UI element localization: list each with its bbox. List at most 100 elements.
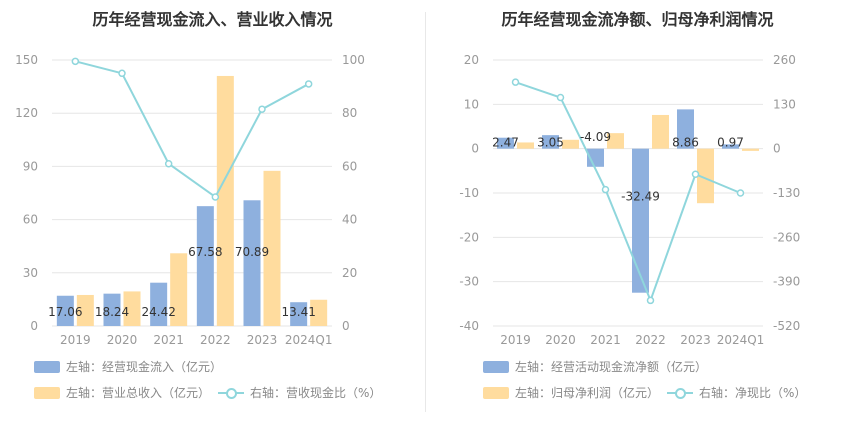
y-right-tick: -130 — [773, 186, 800, 200]
line-segment — [649, 173, 697, 301]
legend-label: 左轴：营业总收入（亿元） — [66, 386, 211, 400]
bar-series1 — [56, 295, 74, 326]
y-left-tick: 0 — [30, 319, 38, 333]
y-right-tick: -390 — [773, 275, 800, 289]
bar-series1 — [103, 293, 121, 326]
line-segment — [559, 97, 607, 191]
line-point — [118, 69, 126, 78]
chart-svg: 0 30 60 90 120 150 0 20 40 60 80 100 2019 2020 2021 202… — [15, 53, 365, 347]
line-point — [601, 185, 610, 194]
y-right-tick: 0 — [773, 142, 781, 156]
legend-label: 左轴：经营活动现金流净额（亿元） — [515, 360, 708, 374]
chart-panel-left: 历年经营现金流入、营业收入情况 0 30 60 90 120 150 0 20 40 60 80 10… — [15, 10, 381, 401]
line-segment — [515, 81, 561, 99]
y-left-tick: 60 — [23, 213, 38, 227]
y-right-tick: -260 — [773, 230, 800, 244]
bar-series1 — [632, 148, 649, 293]
y-left-tick: 20 — [464, 53, 479, 67]
legend-label: 左轴：归母净利润（亿元） — [515, 386, 660, 400]
y-right-tick: 260 — [773, 53, 796, 67]
data-label: -32.49 — [621, 190, 660, 204]
y-left-tick: -20 — [459, 230, 479, 244]
y-left-tick: 0 — [471, 142, 479, 156]
legend-swatch-line — [218, 387, 244, 399]
y-left-tick: -30 — [459, 275, 479, 289]
bar-series1 — [677, 109, 694, 149]
y-right-tick: 40 — [342, 213, 357, 227]
line-segment — [214, 108, 263, 198]
line-segment — [121, 72, 170, 165]
chart-title: 历年经营现金流净额、归母净利润情况 — [501, 10, 774, 29]
line-point — [736, 189, 745, 197]
data-label: 24.42 — [141, 305, 175, 319]
y-left-tick: 90 — [23, 159, 38, 173]
x-tick: 2019 — [500, 333, 531, 347]
legend-swatch-bar2 — [34, 386, 60, 399]
legend-swatch-bar1 — [34, 360, 60, 373]
y-left-tick: 10 — [464, 97, 479, 111]
bar-series2 — [123, 291, 141, 326]
legend-swatch-bar1 — [483, 360, 509, 373]
y-right-tick: 60 — [342, 159, 357, 173]
data-label: 0.97 — [717, 136, 744, 150]
bar-series2 — [742, 148, 759, 151]
line-point — [556, 93, 565, 102]
line-point — [304, 80, 313, 88]
line-segment — [604, 189, 652, 301]
bar-series2 — [652, 114, 669, 149]
y-left-tick: 30 — [23, 266, 38, 280]
bar-series2 — [263, 170, 281, 326]
legend-item-bar1[interactable]: 左轴：经营活动现金流净额（亿元） — [483, 358, 707, 375]
x-tick: 2021 — [590, 333, 621, 347]
panel-divider — [425, 12, 426, 412]
line-segment — [261, 83, 310, 111]
y-right-tick: 130 — [773, 97, 796, 111]
chart-panel-right: 历年经营现金流净额、归母净利润情况 -40 -30 -20 -10 0 10 20 -520 -… — [425, 0, 850, 437]
y-left-tick: 150 — [15, 53, 38, 67]
x-tick: 2023 — [247, 333, 278, 347]
line-segment — [75, 60, 123, 75]
bar-series2 — [607, 133, 624, 149]
data-label: 8.86 — [672, 136, 699, 150]
legend-item-bar2[interactable]: 左轴：营业总收入（亿元） — [34, 384, 210, 401]
bar-series1 — [243, 200, 261, 326]
x-tick: 2020 — [545, 333, 576, 347]
y-right-tick: -520 — [773, 319, 800, 333]
x-tick: 2023 — [680, 333, 711, 347]
x-tick: 2020 — [107, 333, 138, 347]
data-label: 17.06 — [48, 305, 82, 319]
bar-series1 — [497, 137, 514, 149]
line-point — [258, 105, 266, 113]
line-point — [164, 159, 173, 168]
x-tick: 2019 — [60, 333, 91, 347]
data-label: 67.58 — [188, 245, 222, 259]
bar-series1 — [542, 135, 559, 149]
bar-series1 — [722, 144, 739, 149]
line-point — [511, 78, 520, 86]
legend-item-line[interactable]: 右轴：净现比（%） — [667, 384, 806, 401]
y-left-tick: -10 — [459, 186, 479, 200]
bar-series2 — [216, 75, 234, 327]
y-right-tick: 20 — [342, 266, 357, 280]
bar-series1 — [290, 302, 308, 326]
legend-item-line[interactable]: 右轴：营收现金比（%） — [218, 384, 381, 401]
legend-swatch-bar2 — [483, 386, 509, 399]
line-point — [211, 193, 220, 201]
chart-title: 历年经营现金流入、营业收入情况 — [92, 10, 333, 29]
y-left-tick: 120 — [15, 106, 38, 120]
bar-series1 — [150, 282, 168, 326]
legend-label: 左轴：经营现金流入（亿元） — [66, 360, 223, 374]
legend-label: 右轴：营收现金比（%） — [250, 386, 382, 400]
x-tick: 2022 — [635, 333, 666, 347]
data-label: 2.47 — [492, 136, 519, 150]
y-right-tick: 0 — [342, 319, 350, 333]
line-segment — [168, 162, 216, 198]
y-left-tick: -40 — [459, 319, 479, 333]
legend-swatch-line — [667, 387, 693, 399]
legend-item-bar1[interactable]: 左轴：经营现金流入（亿元） — [34, 358, 222, 375]
x-tick: 2024Q1 — [285, 333, 333, 347]
bar-series2 — [697, 148, 714, 204]
data-label: 13.41 — [281, 305, 315, 319]
legend-item-bar2[interactable]: 左轴：归母净利润（亿元） — [483, 384, 659, 401]
bar-series2 — [170, 253, 188, 326]
